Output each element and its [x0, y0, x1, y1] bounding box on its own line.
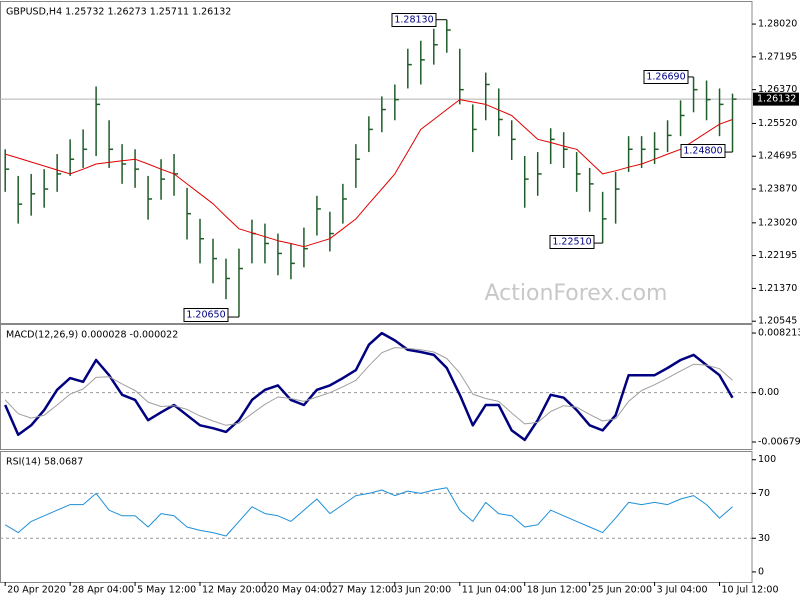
- y-tick-label: 1.24695: [758, 151, 797, 162]
- annotation-box: [183, 308, 229, 322]
- annotation-label: 1.20650: [186, 310, 225, 321]
- y-tick-label: 1.27195: [758, 51, 797, 62]
- annotation-box: [680, 144, 726, 158]
- series-line: [4, 347, 733, 426]
- annotation-label: 1.22510: [552, 237, 591, 248]
- panel-title: MACD(12,26,9) 0.000028 -0.000022: [6, 330, 178, 341]
- x-tick-label: 3 Jul 04:00: [657, 585, 708, 596]
- y-tick-label: 1.26370: [758, 84, 797, 95]
- x-tick-label: 25 Jun 20:00: [592, 585, 652, 596]
- x-tick-label: 20 Apr 2020: [7, 585, 66, 596]
- x-tick-label: 27 May 12:00: [332, 585, 397, 596]
- x-tick-label: 5 May 12:00: [137, 585, 196, 596]
- x-tick-label: 18 Jun 12:00: [527, 585, 587, 596]
- panel-frame: [0, 1, 753, 324]
- y-tick-label: 1.25520: [758, 118, 797, 129]
- x-tick-label: 11 Jun 04:00: [462, 585, 522, 596]
- annotation-label: 1.24800: [683, 146, 722, 157]
- y-tick-label: 0.00: [758, 387, 779, 398]
- y-tick-label: 30: [758, 533, 770, 544]
- y-tick-label: 1.23870: [758, 184, 797, 195]
- annotation-label: 1.26690: [646, 72, 685, 83]
- panel-title: GBPUSD,H4 1.25732 1.26273 1.25711 1.2613…: [6, 7, 231, 18]
- panel-frame: [0, 451, 753, 583]
- x-tick-label: 3 Jun 20:00: [397, 585, 451, 596]
- x-tick-label: 12 May 20:00: [202, 585, 267, 596]
- moving-average: [5, 99, 733, 248]
- panel-frame: [0, 324, 753, 450]
- y-tick-label: 70: [758, 488, 770, 499]
- y-tick-label: 0.008213: [758, 328, 800, 339]
- series-line: [4, 331, 734, 442]
- y-tick-label: 100: [758, 454, 776, 465]
- annotation-box: [549, 235, 595, 249]
- x-tick-label: 10 Jul 12:00: [722, 585, 779, 596]
- y-tick-label: 1.28020: [758, 19, 797, 30]
- last-price-label: 1.26132: [757, 94, 796, 105]
- last-price-box: [753, 92, 799, 106]
- x-tick-label: 20 May 04:00: [267, 585, 332, 596]
- y-tick-label: 1.21370: [758, 283, 797, 294]
- annotation-box: [643, 70, 689, 84]
- y-tick-label: 1.23020: [758, 217, 797, 228]
- x-tick-label: 28 Apr 04:00: [72, 585, 134, 596]
- y-tick-label: -0.006796: [758, 437, 800, 448]
- y-tick-label: 1.22195: [758, 250, 797, 261]
- series-line: [4, 487, 733, 537]
- y-tick-label: 0: [758, 566, 764, 577]
- annotation-label: 1.28130: [394, 15, 433, 26]
- y-tick-label: 1.20545: [758, 316, 797, 327]
- panel-title: RSI(14) 58.0687: [6, 457, 83, 468]
- annotation-box: [391, 13, 437, 27]
- watermark: ActionForex.com: [485, 281, 668, 306]
